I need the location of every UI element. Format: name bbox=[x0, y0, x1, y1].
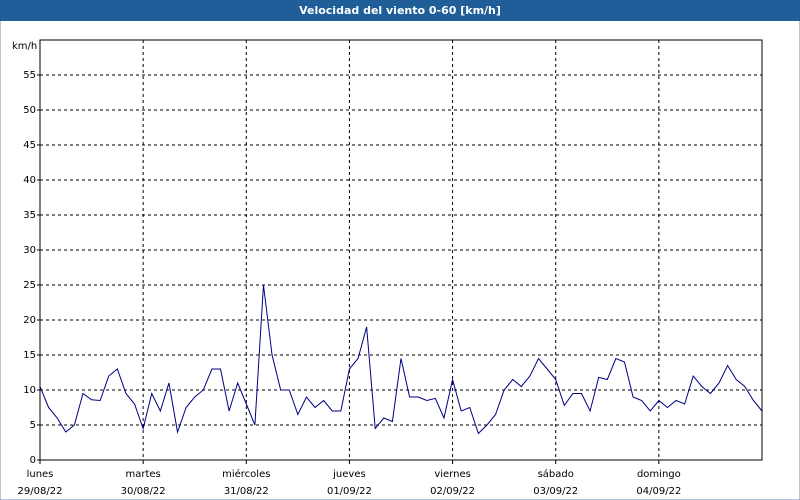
x-tick-label: viernes bbox=[434, 469, 470, 480]
x-tick-label: sábado bbox=[538, 468, 574, 480]
x-tick-date: 04/09/22 bbox=[636, 486, 681, 497]
x-tick-date: 30/08/22 bbox=[121, 486, 166, 497]
y-tick-label: 55 bbox=[23, 70, 36, 81]
y-tick-label: 25 bbox=[23, 280, 36, 291]
x-tick-date: 03/09/22 bbox=[533, 486, 578, 497]
x-tick-label: domingo bbox=[637, 469, 681, 480]
x-tick-label: martes bbox=[126, 469, 161, 480]
x-tick-label: jueves bbox=[332, 469, 366, 480]
x-tick-date: 29/08/22 bbox=[18, 486, 63, 497]
y-tick-label: 5 bbox=[30, 420, 36, 431]
x-tick-label: miércoles bbox=[222, 468, 270, 480]
y-tick-label: 0 bbox=[30, 455, 36, 466]
y-unit: km/h bbox=[12, 41, 37, 52]
x-tick-label: lunes bbox=[27, 469, 54, 480]
y-tick-label: 50 bbox=[23, 105, 36, 116]
y-tick-label: 45 bbox=[23, 140, 36, 151]
y-tick-label: 30 bbox=[23, 245, 36, 256]
title-bar bbox=[0, 0, 800, 21]
y-tick-label: 35 bbox=[23, 210, 36, 221]
x-tick-date: 01/09/22 bbox=[327, 486, 372, 497]
data-line bbox=[39, 284, 763, 435]
chart-title: Velocidad del viento 0-60 [km/h] bbox=[299, 4, 501, 17]
y-tick-label: 20 bbox=[23, 315, 36, 326]
y-tick-label: 10 bbox=[23, 385, 36, 396]
y-tick-label: 40 bbox=[23, 175, 36, 186]
y-tick-label: 15 bbox=[23, 350, 36, 361]
x-tick-date: 31/08/22 bbox=[224, 486, 269, 497]
x-tick-date: 02/09/22 bbox=[430, 486, 475, 497]
